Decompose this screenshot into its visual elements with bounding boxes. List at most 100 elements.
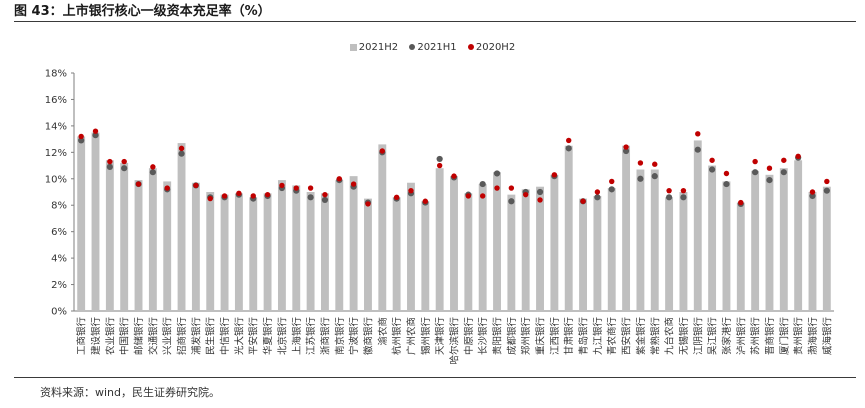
bar-2021h2 — [650, 169, 659, 311]
point-2020h2 — [465, 193, 472, 199]
x-tick-label: 青岛银行 — [578, 317, 590, 356]
chart-legend: 2021H2 2021H1 2020H2 — [0, 42, 865, 53]
point-2020h2 — [709, 157, 715, 163]
x-tick-label: 南京银行 — [334, 317, 346, 356]
x-tick-label: 中国银行 — [119, 317, 131, 356]
point-2021h1 — [752, 169, 759, 176]
point-2021h1 — [321, 196, 329, 204]
point-2020h2 — [150, 164, 156, 170]
legend-label-2021h1: 2021H1 — [417, 42, 457, 53]
x-tick-label: 长沙银行 — [477, 317, 489, 356]
bar-2021h2 — [521, 189, 530, 311]
y-tick-label: 4% — [51, 254, 67, 265]
x-tick-label: 上海银行 — [291, 317, 303, 356]
point-2020h2 — [494, 185, 500, 191]
bar-2021h2 — [191, 182, 200, 311]
x-tick-label: 中原银行 — [463, 317, 475, 356]
point-2021h1 — [92, 132, 99, 139]
point-2020h2 — [393, 194, 400, 200]
bar-2021h2 — [507, 194, 516, 311]
bar-2021h2 — [220, 194, 229, 311]
x-tick-label: 厦门银行 — [778, 317, 790, 356]
bar-2021h2 — [163, 181, 172, 311]
legend-bar-swatch — [349, 43, 357, 51]
bar-2021h2 — [407, 182, 415, 311]
bar-2021h2 — [306, 192, 315, 311]
capital-ratio-chart: 0% 2% 4% 6% 8% 10% 12% 14% 16% 18% 工商银行 建设银行 农业银行 中国… — [45, 69, 834, 365]
point-2020h2 — [121, 158, 127, 165]
bar-2021h2 — [292, 185, 301, 311]
point-2020h2 — [795, 153, 801, 159]
x-tick-label: 浙商银行 — [319, 317, 331, 356]
point-2021h1 — [622, 147, 630, 155]
point-2020h2 — [824, 178, 830, 185]
bar-2021h2 — [736, 202, 745, 311]
point-2020h2 — [408, 187, 414, 194]
x-tick-label: 宁波银行 — [348, 317, 360, 356]
point-2021h1 — [479, 180, 486, 188]
bar-2021h2 — [421, 201, 430, 311]
point-2021h1 — [823, 187, 830, 194]
bar-2021h2 — [693, 140, 702, 311]
bar-2021h2 — [277, 180, 286, 311]
point-2020h2 — [78, 133, 84, 140]
point-2020h2 — [537, 197, 543, 203]
x-tick-label: 农业银行 — [104, 317, 116, 356]
source-note: 资料来源：wind，民生证券研究院。 — [40, 386, 221, 399]
point-2021h1 — [766, 177, 773, 184]
bar-2021h2 — [249, 197, 258, 311]
x-tick-label: 泸州银行 — [735, 317, 747, 356]
point-2020h2 — [522, 191, 529, 198]
x-tick-label: 渝农商 — [377, 317, 389, 346]
point-2020h2 — [752, 158, 758, 165]
y-tick-label: 0% — [51, 307, 67, 318]
point-2021h1 — [680, 194, 687, 201]
point-2021h1 — [694, 146, 701, 153]
bar-2021h2 — [364, 198, 372, 311]
point-2020h2 — [322, 191, 328, 198]
x-tick-label: 吴江银行 — [707, 317, 719, 356]
point-2021h1 — [508, 198, 515, 205]
bar-series-2021h2 — [77, 132, 831, 311]
x-tick-label: 北京银行 — [276, 317, 288, 356]
point-2020h2 — [508, 185, 515, 191]
point-2020h2 — [695, 131, 701, 137]
bar-2021h2 — [708, 165, 717, 311]
x-tick-label: 郑州银行 — [520, 317, 532, 356]
point-2020h2 — [250, 193, 256, 199]
bar-2021h2 — [822, 186, 831, 311]
point-2020h2 — [809, 189, 816, 195]
point-2021h1 — [723, 180, 730, 188]
bar-2021h2 — [751, 170, 760, 311]
point-2020h2 — [580, 198, 586, 204]
x-tick-label: 兴业银行 — [162, 317, 174, 356]
y-tick-label: 6% — [51, 227, 67, 238]
x-tick-label: 江苏银行 — [305, 317, 317, 356]
bar-2021h2 — [779, 168, 788, 311]
bar-2021h2 — [349, 176, 358, 311]
bar-2021h2 — [564, 145, 573, 311]
point-2021h1 — [637, 175, 644, 182]
bar-2021h2 — [335, 180, 344, 311]
bar-2021h2 — [808, 192, 817, 311]
x-tick-label: 成都银行 — [506, 317, 518, 356]
point-2020h2 — [207, 195, 213, 202]
bar-2021h2 — [493, 172, 501, 311]
x-tick-label: 威海银行 — [821, 317, 833, 356]
point-2020h2 — [365, 201, 371, 207]
point-2021h1 — [608, 186, 615, 193]
figure-title: 图 43：上市银行核心一级资本充足率（%） — [14, 4, 271, 19]
bar-2021h2 — [105, 160, 114, 311]
y-tick-label: 12% — [45, 148, 67, 159]
bar-2021h2 — [91, 132, 100, 311]
bar-2021h2 — [593, 195, 602, 311]
point-2020h2 — [594, 189, 601, 195]
y-tick-label: 10% — [45, 174, 67, 185]
point-2021h1 — [436, 155, 443, 163]
point-2021h1 — [665, 194, 673, 201]
point-2020h2 — [451, 173, 457, 179]
bar-2021h2 — [550, 174, 559, 311]
title-divider — [14, 21, 856, 22]
x-tick-label: 西安银行 — [621, 317, 633, 356]
point-2020h2 — [107, 158, 113, 165]
